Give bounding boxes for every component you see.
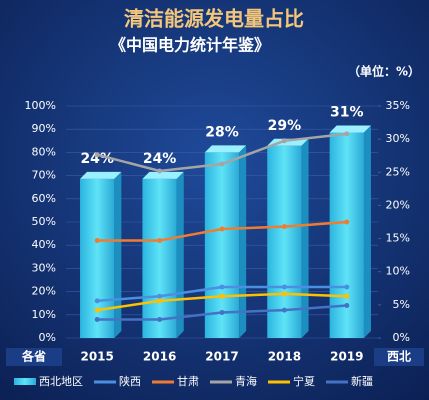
point <box>94 316 100 322</box>
point <box>94 307 100 313</box>
y-tick-label: 100% <box>25 99 56 112</box>
y-tick-label: 10% <box>32 308 56 321</box>
x-tick-label: 2015 <box>80 350 113 364</box>
chart-title: 清洁能源发电量占比 <box>124 7 304 31</box>
legend-label: 新疆 <box>351 374 373 388</box>
point <box>344 284 350 290</box>
y2-tick-label: 30% <box>386 132 410 145</box>
y2-axis-label: 西北 <box>387 349 411 364</box>
point <box>157 298 163 304</box>
y-tick-label: 50% <box>32 215 56 228</box>
bar-top <box>142 171 184 179</box>
bar <box>267 145 302 338</box>
data-label: 24% <box>143 151 177 167</box>
data-label: 28% <box>205 124 239 140</box>
point <box>281 291 287 297</box>
data-label: 31% <box>330 105 364 121</box>
point <box>157 316 163 322</box>
y-tick-label: 40% <box>32 238 56 251</box>
bar <box>204 152 240 338</box>
point <box>219 161 225 167</box>
legend-label: 甘肃 <box>177 375 199 388</box>
x-tick-label: 2018 <box>268 350 301 364</box>
y2-tick-label: 25% <box>386 165 410 178</box>
bar-top <box>204 145 247 153</box>
legend-label: 陕西 <box>119 374 141 388</box>
legend-label: 西北地区 <box>39 375 83 388</box>
point <box>281 284 287 290</box>
legend-swatch <box>14 378 36 385</box>
point <box>281 307 287 313</box>
axis-label-box <box>374 348 424 366</box>
y-tick-label: 30% <box>32 261 56 274</box>
point <box>344 219 350 225</box>
x-tick-label: 2019 <box>330 350 363 364</box>
y2-tick-label: 35% <box>386 99 410 112</box>
bar-top <box>329 125 371 133</box>
y-tick-label: 90% <box>32 122 56 135</box>
axis-label-box <box>6 348 62 366</box>
point <box>94 298 100 304</box>
y2-tick-label: 0% <box>393 331 410 344</box>
point <box>344 303 350 309</box>
legend-label: 宁夏 <box>293 374 315 388</box>
point <box>219 284 225 290</box>
y2-tick-label: 10% <box>386 265 410 278</box>
bar <box>80 178 115 338</box>
point <box>344 293 350 299</box>
bar-side <box>176 171 184 338</box>
y2-tick-label: 20% <box>386 198 410 211</box>
data-label: 29% <box>268 118 302 134</box>
y-tick-label: 60% <box>32 192 56 205</box>
bar-side <box>363 125 371 338</box>
point <box>157 293 163 299</box>
unit-label: （单位：%） <box>348 64 420 79</box>
y-tick-label: 70% <box>32 169 56 182</box>
bar-side <box>114 171 122 338</box>
data-label: 24% <box>80 151 114 167</box>
point <box>281 138 287 144</box>
point <box>281 224 287 230</box>
y2-tick-label: 15% <box>386 232 410 245</box>
point <box>94 238 100 244</box>
point <box>94 152 100 158</box>
point <box>219 226 225 232</box>
bar-side <box>239 145 247 338</box>
y-tick-label: 80% <box>32 145 56 158</box>
y-tick-label: 20% <box>32 285 56 298</box>
y-tick-label: 0% <box>39 331 56 344</box>
x-tick-label: 2016 <box>143 350 176 364</box>
point <box>219 293 225 299</box>
legend-label: 青海 <box>235 374 257 388</box>
bar <box>142 178 177 338</box>
bar-top <box>80 171 122 179</box>
chart-subtitle: 《中国电力统计年鉴》 <box>110 36 270 55</box>
point <box>157 238 163 244</box>
y2-tick-label: 5% <box>393 298 410 311</box>
y-axis-label: 各省 <box>21 349 46 364</box>
point <box>157 168 163 174</box>
x-tick-label: 2017 <box>205 350 238 364</box>
point <box>344 131 350 137</box>
point <box>219 309 225 315</box>
